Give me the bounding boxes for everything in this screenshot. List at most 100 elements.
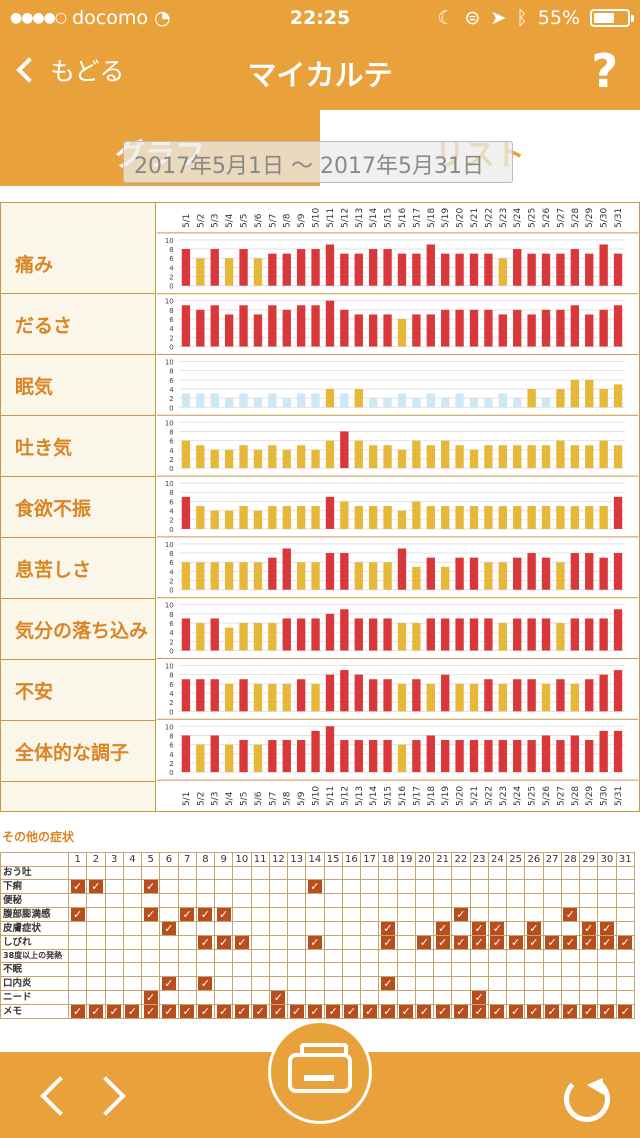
symptom-cell[interactable] (341, 906, 362, 922)
symptom-cell[interactable] (560, 865, 581, 880)
symptom-cell[interactable]: ✓ (140, 879, 161, 894)
symptom-cell[interactable] (469, 906, 489, 922)
symptom-cell[interactable] (305, 989, 325, 1005)
symptom-cell[interactable] (323, 989, 343, 1005)
symptom-cell[interactable]: ✓ (597, 1003, 617, 1019)
symptom-cell[interactable] (341, 989, 362, 1005)
symptom-cell[interactable]: ✓ (432, 1003, 453, 1019)
symptom-cell[interactable] (578, 962, 599, 977)
symptom-cell[interactable]: ✓ (378, 934, 398, 950)
symptom-cell[interactable] (140, 962, 161, 977)
symptom-cell[interactable] (67, 975, 88, 991)
symptom-cell[interactable] (268, 893, 289, 908)
symptom-cell[interactable]: ✓ (86, 879, 106, 894)
symptom-cell[interactable] (195, 962, 216, 977)
symptom-cell[interactable] (213, 975, 234, 991)
symptom-cell[interactable] (560, 920, 581, 936)
symptom-cell[interactable] (597, 962, 617, 977)
symptom-cell[interactable] (159, 865, 179, 880)
symptom-cell[interactable] (232, 948, 252, 963)
symptom-cell[interactable] (615, 948, 635, 963)
symptom-cell[interactable] (232, 879, 252, 894)
symptom-cell[interactable] (213, 962, 234, 977)
symptom-cell[interactable] (578, 906, 599, 922)
symptom-cell[interactable] (414, 865, 435, 880)
symptom-cell[interactable] (159, 962, 179, 977)
symptom-cell[interactable] (268, 962, 289, 977)
symptom-cell[interactable] (524, 865, 544, 880)
symptom-cell[interactable] (396, 893, 416, 908)
symptom-cell[interactable] (396, 962, 416, 977)
symptom-cell[interactable] (378, 906, 398, 922)
symptom-cell[interactable] (359, 975, 380, 991)
symptom-cell[interactable] (542, 962, 562, 977)
symptom-cell[interactable] (396, 948, 416, 963)
symptom-cell[interactable] (505, 879, 526, 894)
symptom-cell[interactable] (305, 948, 325, 963)
symptom-cell[interactable] (505, 962, 526, 977)
symptom-cell[interactable] (578, 948, 599, 963)
symptom-cell[interactable] (414, 879, 435, 894)
symptom-cell[interactable] (597, 989, 617, 1005)
symptom-cell[interactable] (341, 893, 362, 908)
symptom-cell[interactable]: ✓ (524, 920, 544, 936)
symptom-cell[interactable] (597, 893, 617, 908)
symptom-cell[interactable]: ✓ (414, 1003, 435, 1019)
symptom-cell[interactable]: ✓ (432, 920, 453, 936)
symptom-cell[interactable] (432, 893, 453, 908)
symptom-cell[interactable] (232, 989, 252, 1005)
symptom-cell[interactable] (396, 906, 416, 922)
symptom-cell[interactable]: ✓ (305, 934, 325, 950)
symptom-cell[interactable]: ✓ (159, 1003, 179, 1019)
symptom-cell[interactable] (250, 906, 270, 922)
symptom-cell[interactable] (578, 879, 599, 894)
symptom-cell[interactable] (104, 948, 124, 963)
symptom-cell[interactable] (451, 865, 471, 880)
symptom-cell[interactable] (560, 948, 581, 963)
symptom-cell[interactable] (451, 893, 471, 908)
symptom-cell[interactable]: ✓ (578, 920, 599, 936)
symptom-cell[interactable] (122, 948, 143, 963)
symptom-cell[interactable] (378, 865, 398, 880)
symptom-cell[interactable] (286, 975, 307, 991)
symptom-cell[interactable] (487, 879, 508, 894)
symptom-cell[interactable] (323, 975, 343, 991)
symptom-cell[interactable] (159, 893, 179, 908)
symptom-cell[interactable] (122, 975, 143, 991)
symptom-cell[interactable]: ✓ (250, 1003, 270, 1019)
symptom-cell[interactable] (177, 962, 197, 977)
symptom-cell[interactable] (177, 865, 197, 880)
symptom-cell[interactable]: ✓ (104, 1003, 124, 1019)
symptom-cell[interactable] (524, 948, 544, 963)
symptom-cell[interactable] (451, 879, 471, 894)
symptom-cell[interactable] (213, 920, 234, 936)
symptom-cell[interactable] (286, 865, 307, 880)
symptom-cell[interactable] (177, 948, 197, 963)
symptom-cell[interactable] (469, 865, 489, 880)
symptom-cell[interactable] (323, 962, 343, 977)
symptom-cell[interactable] (104, 906, 124, 922)
symptom-cell[interactable]: ✓ (159, 920, 179, 936)
symptom-cell[interactable] (578, 975, 599, 991)
symptom-cell[interactable] (597, 948, 617, 963)
symptom-cell[interactable] (323, 893, 343, 908)
symptom-cell[interactable]: ✓ (122, 1003, 143, 1019)
symptom-cell[interactable] (469, 948, 489, 963)
symptom-cell[interactable]: ✓ (195, 934, 216, 950)
symptom-cell[interactable] (615, 879, 635, 894)
symptom-cell[interactable]: ✓ (213, 934, 234, 950)
symptom-cell[interactable] (140, 865, 161, 880)
symptom-cell[interactable] (359, 865, 380, 880)
prev-month-button[interactable] (40, 1076, 80, 1116)
symptom-cell[interactable] (469, 893, 489, 908)
symptom-cell[interactable] (451, 975, 471, 991)
symptom-cell[interactable] (378, 962, 398, 977)
symptom-cell[interactable] (487, 906, 508, 922)
symptom-cell[interactable] (195, 879, 216, 894)
symptom-cell[interactable] (268, 934, 289, 950)
symptom-cell[interactable] (542, 948, 562, 963)
symptom-cell[interactable] (597, 879, 617, 894)
symptom-cell[interactable]: ✓ (487, 934, 508, 950)
symptom-cell[interactable] (487, 975, 508, 991)
symptom-cell[interactable]: ✓ (524, 1003, 544, 1019)
